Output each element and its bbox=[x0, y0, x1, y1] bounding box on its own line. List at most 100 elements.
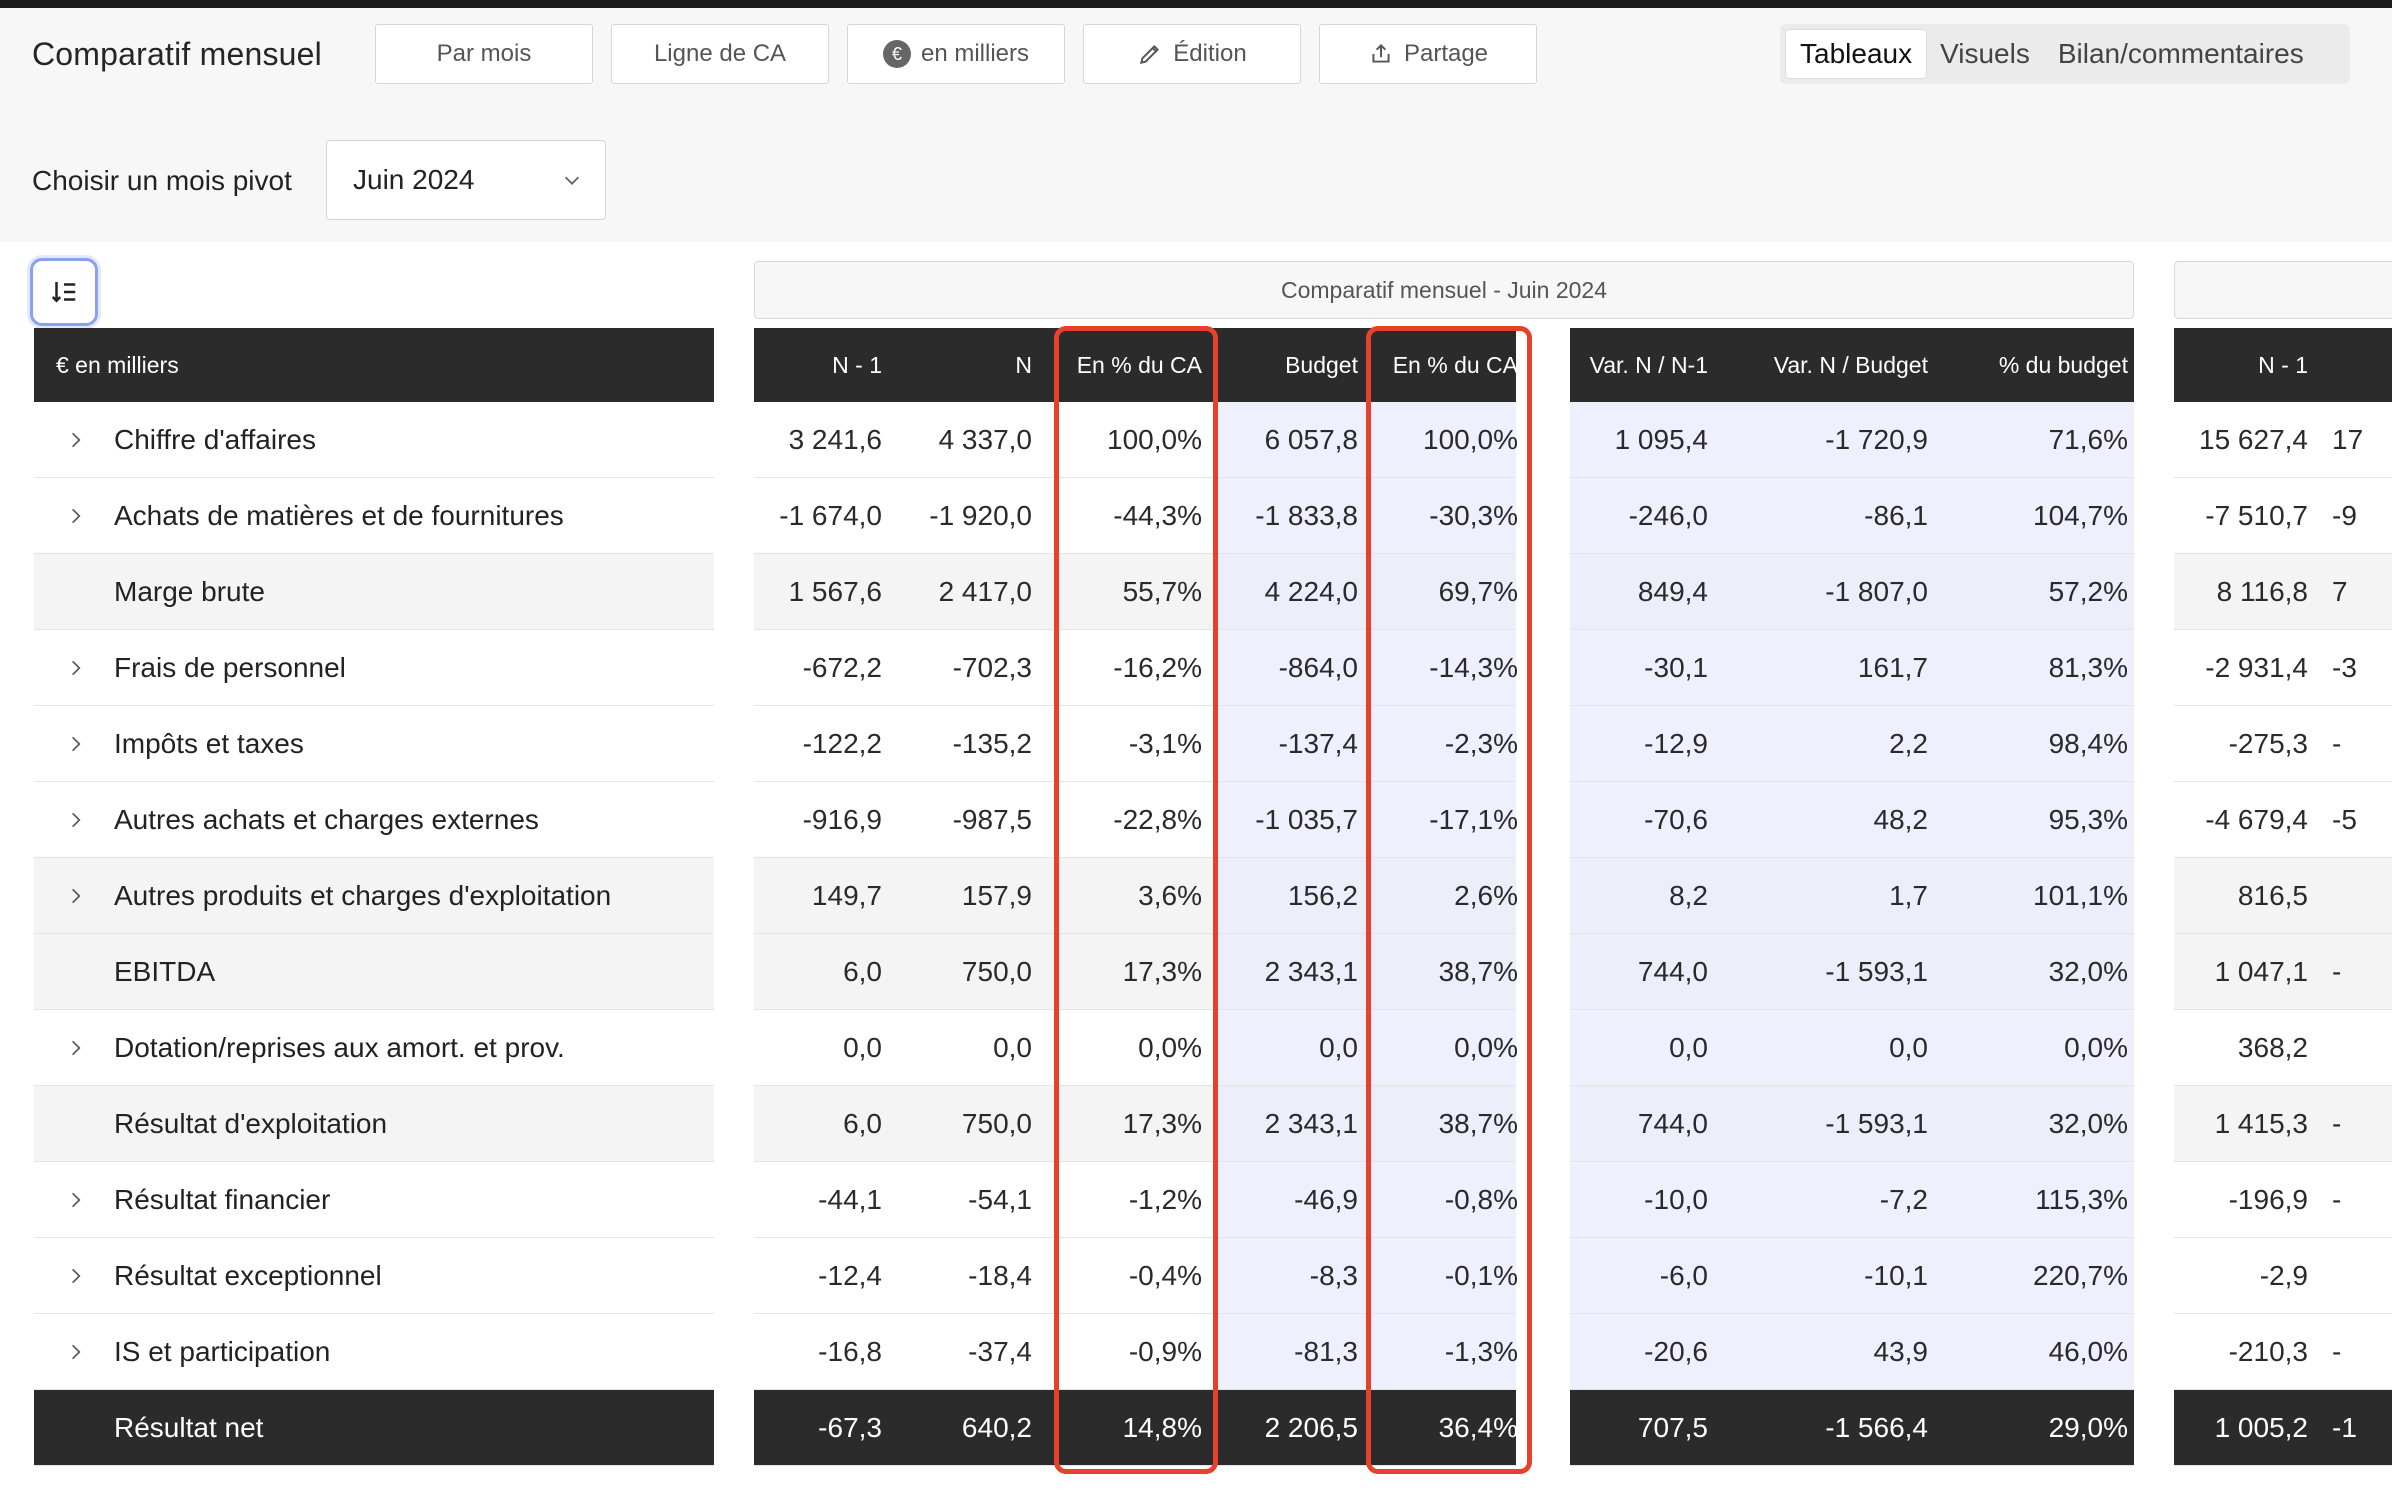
budget-pct-cell-bg bbox=[1370, 1162, 1516, 1238]
table-cell: -1 674,0 bbox=[779, 500, 882, 531]
chevron-right-icon[interactable] bbox=[66, 1266, 86, 1286]
column-header[interactable]: % du budget bbox=[1998, 351, 2128, 378]
table-cell: 32,0% bbox=[2048, 956, 2128, 987]
budget-cell-bg bbox=[1214, 1086, 1370, 1162]
ligne-ca-button[interactable]: Ligne de CA bbox=[611, 24, 829, 84]
table-cell: 750,0 bbox=[961, 956, 1032, 987]
table-cell: 0,0% bbox=[1454, 1032, 1518, 1063]
table-cell: 0,0 bbox=[993, 1032, 1032, 1063]
table-row-label-bg bbox=[34, 478, 714, 554]
table-row-extra-bg bbox=[2174, 1010, 2392, 1086]
table-cell: 0,0 bbox=[843, 1032, 882, 1063]
budget-pct-cell-bg bbox=[1370, 478, 1516, 554]
table-cell-extra: -210,3 bbox=[2228, 1336, 2308, 1367]
column-header[interactable]: Budget bbox=[1285, 351, 1358, 378]
pivot-month-value: Juin 2024 bbox=[353, 164, 475, 195]
chevron-right-icon[interactable] bbox=[66, 810, 86, 830]
row-label[interactable]: Achats de matières et de fournitures bbox=[114, 500, 564, 531]
chevron-right-icon[interactable] bbox=[66, 506, 86, 526]
tab-tableaux[interactable]: Tableaux bbox=[1786, 30, 1927, 78]
table-cell: 849,4 bbox=[1637, 576, 1708, 607]
table-row-variance-bg bbox=[1570, 858, 2134, 934]
table-cell: -1 593,1 bbox=[1825, 956, 1928, 987]
column-header[interactable]: N bbox=[1015, 351, 1032, 378]
table-row-extra-bg bbox=[2174, 1086, 2392, 1162]
chevron-right-icon[interactable] bbox=[66, 658, 86, 678]
table-row-label-bg bbox=[34, 1010, 714, 1086]
table-cell: -70,6 bbox=[1644, 804, 1708, 835]
table-cell: -1 833,8 bbox=[1255, 500, 1358, 531]
row-label[interactable]: Impôts et taxes bbox=[114, 728, 304, 759]
chevron-right-icon[interactable] bbox=[66, 886, 86, 906]
par-mois-label: Par mois bbox=[436, 40, 532, 67]
row-label[interactable]: Autres achats et charges externes bbox=[114, 804, 539, 835]
tab-visuels[interactable]: Visuels bbox=[1940, 38, 2030, 69]
table-cell: -135,2 bbox=[952, 728, 1032, 759]
table-cell: 69,7% bbox=[1438, 576, 1518, 607]
table-cell: -20,6 bbox=[1644, 1336, 1708, 1367]
table-cell: 0,0 bbox=[1319, 1032, 1358, 1063]
table-row-label-bg bbox=[34, 1314, 714, 1390]
table-cell-extra: -4 679,4 bbox=[2205, 804, 2308, 835]
table-cell-extra: 816,5 bbox=[2237, 880, 2308, 911]
table-row-label-bg bbox=[34, 402, 714, 478]
budget-cell-bg bbox=[1214, 858, 1370, 934]
column-header[interactable]: En % du CA bbox=[1392, 351, 1518, 378]
column-header[interactable]: Var. N / N-1 bbox=[1589, 351, 1708, 378]
row-label[interactable]: Frais de personnel bbox=[114, 652, 346, 683]
table-cell-extra: 15 627,4 bbox=[2199, 424, 2308, 455]
table-row-extra-bg bbox=[2174, 1238, 2392, 1314]
partage-button[interactable]: Partage bbox=[1319, 24, 1537, 84]
table-cell-extra-clipped: - bbox=[2332, 1336, 2342, 1367]
table-cell: 2 343,1 bbox=[1264, 956, 1358, 987]
en-milliers-button[interactable]: € en milliers bbox=[847, 24, 1065, 84]
table-cell: 640,2 bbox=[961, 1412, 1032, 1443]
en-milliers-label: en milliers bbox=[920, 40, 1030, 67]
row-label[interactable]: Dotation/reprises aux amort. et prov. bbox=[114, 1032, 565, 1063]
table-row-label-bg bbox=[34, 1086, 714, 1162]
chevron-right-icon[interactable] bbox=[66, 734, 86, 754]
table-cell: 750,0 bbox=[961, 1108, 1032, 1139]
budget-pct-cell-bg bbox=[1370, 1238, 1516, 1314]
table-cell: 6,0 bbox=[843, 956, 882, 987]
edition-button[interactable]: Édition bbox=[1083, 24, 1301, 84]
table-cell: 101,1% bbox=[2033, 880, 2128, 911]
page-title: Comparatif mensuel bbox=[32, 36, 322, 72]
header-bg-left bbox=[754, 328, 1516, 402]
chevron-right-icon[interactable] bbox=[66, 1342, 86, 1362]
table-row-variance-bg bbox=[1570, 1314, 2134, 1390]
column-header[interactable]: En % du CA bbox=[1076, 351, 1202, 378]
sort-button[interactable] bbox=[30, 258, 98, 326]
table-row-extra-bg bbox=[2174, 706, 2392, 782]
row-label[interactable]: IS et participation bbox=[114, 1336, 331, 1367]
table-cell: -1 566,4 bbox=[1825, 1412, 1928, 1443]
row-label[interactable]: Chiffre d'affaires bbox=[114, 424, 316, 455]
column-header-extra[interactable]: N - 1 bbox=[2258, 351, 2308, 378]
budget-pct-cell-bg bbox=[1370, 630, 1516, 706]
table-cell: 36,4% bbox=[1438, 1412, 1518, 1443]
par-mois-button[interactable]: Par mois bbox=[375, 24, 593, 84]
table-cell-extra: -7 510,7 bbox=[2205, 500, 2308, 531]
tab-bilan-commentaires[interactable]: Bilan/commentaires bbox=[2057, 38, 2304, 69]
chevron-right-icon[interactable] bbox=[66, 1190, 86, 1210]
sort-icon bbox=[51, 282, 76, 303]
table-cell-extra: -196,9 bbox=[2228, 1184, 2308, 1215]
table-cell: -16,8 bbox=[818, 1336, 882, 1367]
row-label[interactable]: Résultat financier bbox=[114, 1184, 331, 1215]
chevron-right-icon[interactable] bbox=[66, 430, 86, 450]
table-cell: -44,3% bbox=[1113, 500, 1202, 531]
column-header[interactable]: N - 1 bbox=[832, 351, 882, 378]
table-cell: -18,4 bbox=[968, 1260, 1032, 1291]
row-label[interactable]: Résultat exceptionnel bbox=[114, 1260, 382, 1291]
table-cell: -10,1 bbox=[1864, 1260, 1928, 1291]
row-label[interactable]: Autres produits et charges d'exploitatio… bbox=[114, 880, 612, 911]
table-cell-extra-clipped: - bbox=[2332, 1184, 2342, 1215]
column-header[interactable]: Var. N / Budget bbox=[1773, 351, 1928, 378]
chevron-right-icon[interactable] bbox=[66, 1038, 86, 1058]
table-cell: -0,9% bbox=[1128, 1336, 1202, 1367]
budget-cell-bg bbox=[1214, 1162, 1370, 1238]
view-tabs: Tableaux Visuels Bilan/commentaires bbox=[1780, 24, 2350, 84]
table-row-extra-bg bbox=[2174, 1314, 2392, 1390]
table-row-variance-bg bbox=[1570, 1390, 2134, 1466]
pivot-month-select[interactable]: Juin 2024 bbox=[326, 140, 606, 220]
